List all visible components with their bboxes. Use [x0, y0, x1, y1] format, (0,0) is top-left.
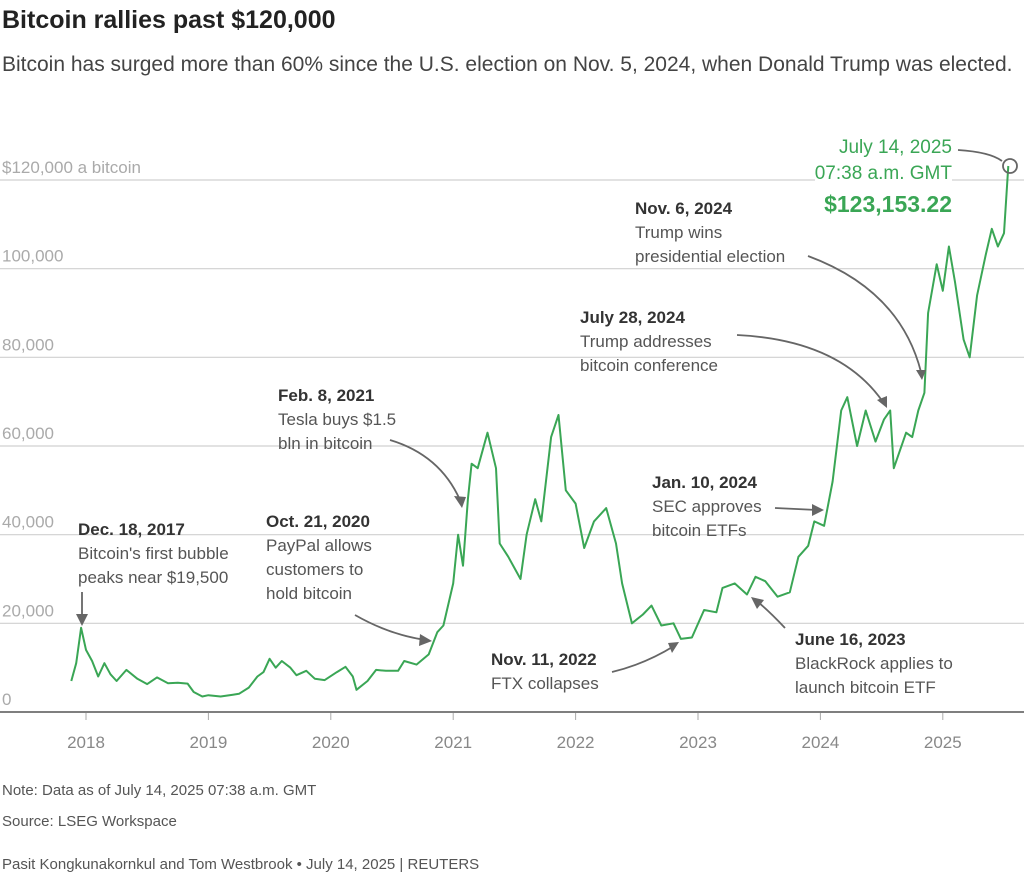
arrow-nov-2024: [807, 255, 922, 373]
arrow-jan-2024: [774, 507, 818, 511]
x-tick-label: 2021: [434, 733, 472, 752]
arrow-jul-2024: [736, 334, 884, 403]
annotation-jan-2024: Jan. 10, 2024 SEC approves bitcoin ETFs: [652, 473, 762, 540]
arrowhead: [812, 504, 824, 516]
x-tick-label: 2020: [312, 733, 350, 752]
y-tick-label: 20,000: [2, 601, 54, 620]
footer-source: Source: LSEG Workspace: [2, 813, 177, 830]
latest-leader-line: [957, 149, 1003, 162]
arrow-jun-2023: [757, 601, 786, 629]
chart-subtitle: Bitcoin has surged more than 60% since t…: [2, 53, 1013, 76]
arrowhead: [419, 634, 432, 646]
annotation-feb-2021: Feb. 8, 2021 Tesla buys $1.5 bln in bitco…: [278, 386, 397, 453]
x-tick-label: 2022: [557, 733, 595, 752]
latest-date: July 14, 2025: [838, 137, 952, 158]
y-tick-label: 60,000: [2, 424, 54, 443]
annotation-nov-2022: Nov. 11, 2022 FTX collapses: [491, 650, 599, 693]
arrow-feb-2021: [389, 439, 461, 501]
latest-time: 07:38 a.m. GMT: [814, 163, 952, 184]
annotation-oct-2020: Oct. 21, 2020 PayPal allows customers to h…: [266, 512, 372, 603]
y-tick-label: 40,000: [2, 513, 54, 532]
x-tick-label: 2025: [924, 733, 962, 752]
latest-point-marker: [1002, 158, 1018, 174]
arrowhead: [751, 597, 764, 609]
chart-title: Bitcoin rallies past $120,000: [2, 6, 336, 34]
x-tick-label: 2018: [67, 733, 105, 752]
y-tick-label: $120,000 a bitcoin: [2, 158, 141, 177]
latest-price: $123,153.22: [824, 191, 952, 217]
x-tick-label: 2019: [189, 733, 227, 752]
arrowhead: [668, 642, 679, 653]
footer-note: Note: Data as of July 14, 2025 07:38 a.m…: [2, 782, 317, 799]
arrowhead: [454, 496, 466, 508]
latest-value-callout: July 14, 2025 07:38 a.m. GMT $123,153.22: [814, 135, 952, 221]
y-tick-label: 100,000: [2, 247, 63, 266]
footer-credit: Pasit Kongkunakornkul and Tom Westbrook …: [2, 856, 480, 873]
arrowhead: [76, 614, 88, 626]
y-tick-label: 0: [2, 690, 11, 709]
arrowhead: [877, 396, 887, 408]
annotation-nov-2024: Nov. 6, 2024 Trump wins presidential elec…: [635, 199, 786, 266]
annotation-jul-2024: July 28, 2024 Trump addresses bitcoin con…: [580, 308, 718, 375]
annotation-dec-2017: Dec. 18, 2017 Bitcoin's first bubble peak…: [78, 520, 229, 587]
bitcoin-price-line: [70, 165, 1010, 698]
arrow-oct-2020: [354, 614, 427, 641]
annotation-jun-2023: June 16, 2023 BlackRock applies to launch…: [795, 630, 953, 697]
arrowhead: [916, 370, 926, 380]
arrow-nov-2022: [611, 645, 675, 673]
x-tick-label: 2023: [679, 733, 717, 752]
x-tick-label: 2024: [801, 733, 839, 752]
y-tick-label: 80,000: [2, 335, 54, 354]
